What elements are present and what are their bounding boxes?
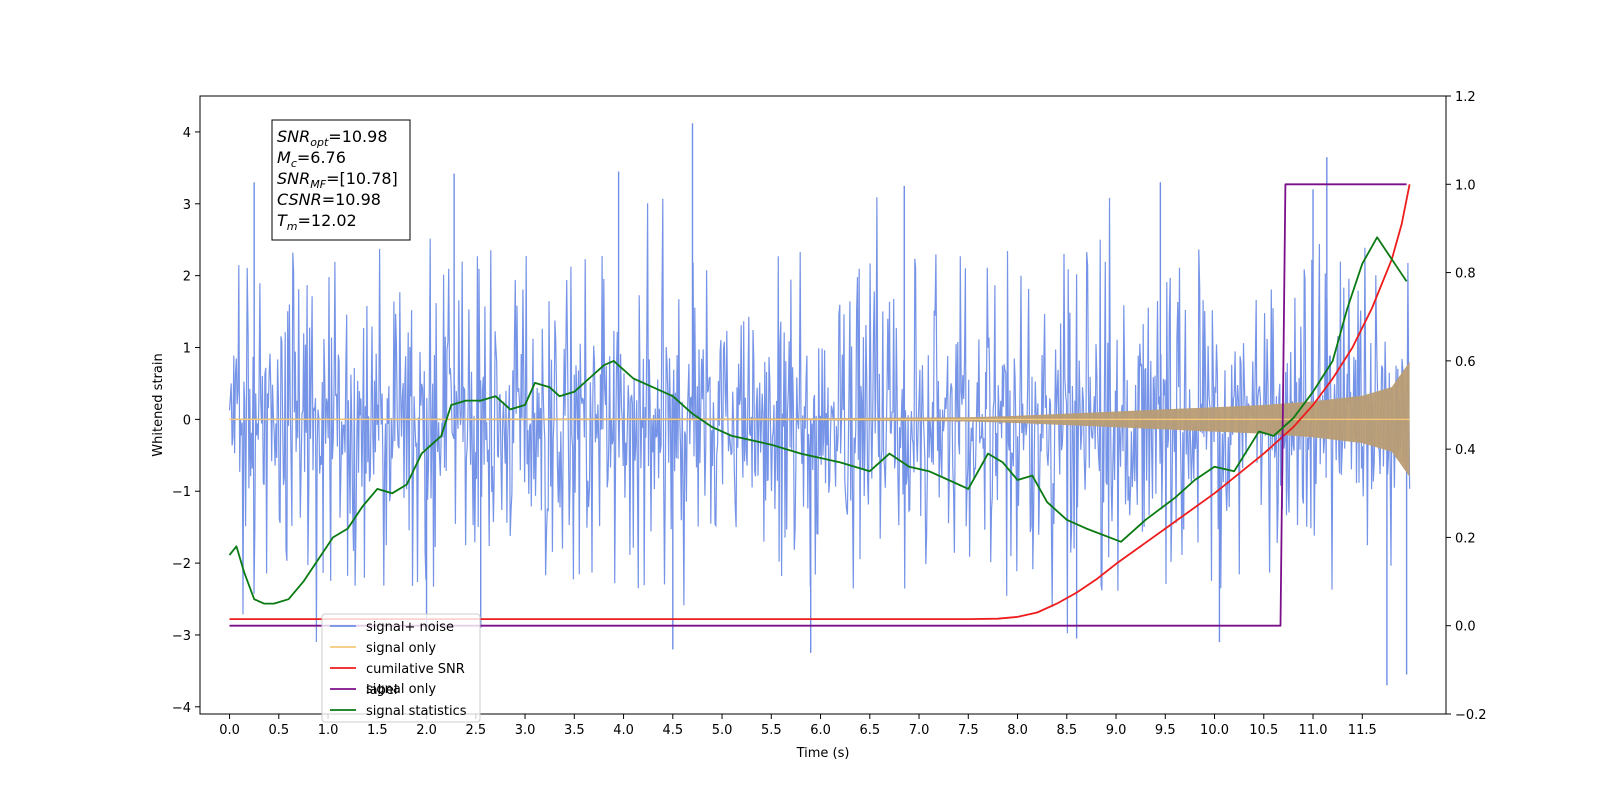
legend: signal only signal+ noise signal only cumil… [321,613,481,723]
x-tick-label: 3.0 [515,723,536,738]
info-box-frame [271,119,411,241]
x-tick-label: 2.5 [465,723,486,738]
x-tick-label: 7.5 [958,723,979,738]
ticks: 0.0 0.5 1.0 1.5 2.0 2.5 3.0 3.5 4.0 4.5 5.0 5.5 6.0 6… [172,90,1487,738]
y2-tick-label: 0.0 [1455,620,1476,635]
legend-frame [321,613,481,723]
y-axis-label: Whitened strain [151,353,166,456]
x-tick-label: 11.5 [1348,723,1377,738]
info-box: SNRopt=10.98Mc=6.76SNRMF=[10.78]CSNR=10.… [271,119,411,241]
x-tick-label: 4.0 [613,723,634,738]
x-tick-label: 6.5 [859,723,880,738]
y-tick-label: 0 [183,413,191,428]
x-tick-label: 1.0 [318,723,339,738]
x-tick-label: 5.5 [761,723,782,738]
info-box-line: Mc=6.76 [277,148,346,170]
x-tick-label: 0.0 [219,723,240,738]
x-tick-label: 8.5 [1056,723,1077,738]
plot-area [228,123,1411,686]
y2-tick-label: 0.2 [1455,531,1476,546]
legend-label: signal+ noise [366,620,454,635]
x-tick-label: 3.5 [564,723,585,738]
series-cumilative-snr-line [229,184,1411,620]
x-tick-label: 7.0 [909,723,930,738]
y2-tick-label: 0.4 [1455,443,1476,458]
x-tick-label: 1.5 [367,723,388,738]
y-tick-label: 4 [183,126,191,141]
x-tick-label: 4.5 [662,723,683,738]
x-tick-label: 5.0 [712,723,733,738]
info-box-line: SNRopt=10.98 [277,127,388,149]
series-label-line [229,183,1407,627]
y-tick-label: 2 [183,270,191,285]
x-tick-label: 9.5 [1155,723,1176,738]
x-tick-label: 0.5 [268,723,289,738]
x-tick-label: 10.0 [1200,723,1229,738]
info-box-line: Tm=12.02 [277,211,357,233]
y-tick-label: −1 [172,485,191,500]
y2-tick-label: 1.2 [1455,90,1476,105]
y-tick-label: −2 [172,557,191,572]
y2-tick-label: 1.0 [1455,178,1476,193]
y-tick-label: 1 [183,342,191,357]
x-tick-label: 11.0 [1299,723,1328,738]
x-tick-label: 8.0 [1007,723,1028,738]
y2-tick-label: −0.2 [1455,708,1487,723]
y-tick-label: −4 [172,701,191,716]
x-axis-label: Time (s) [796,746,850,761]
legend-label: label [366,683,397,698]
x-tick-label: 2.0 [416,723,437,738]
legend-label: cumilative SNR [366,662,465,677]
legend-label: signal only [366,641,436,656]
info-box-line: CSNR=10.98 [277,190,381,209]
series-signal-statistics-line [228,236,1408,605]
y2-tick-label: 0.8 [1455,267,1476,282]
legend-hidden-label: signal only [366,682,436,697]
x-tick-label: 6.0 [810,723,831,738]
y2-tick-label: 0.6 [1455,355,1476,370]
axes-frame [199,95,1447,715]
y-tick-label: 3 [183,198,191,213]
y-tick-label: −3 [172,629,191,644]
info-box-line: SNRMF=[10.78] [277,169,398,191]
x-tick-label: 10.5 [1249,723,1278,738]
x-tick-label: 9.0 [1106,723,1127,738]
legend-label: signal statistics [366,704,467,719]
